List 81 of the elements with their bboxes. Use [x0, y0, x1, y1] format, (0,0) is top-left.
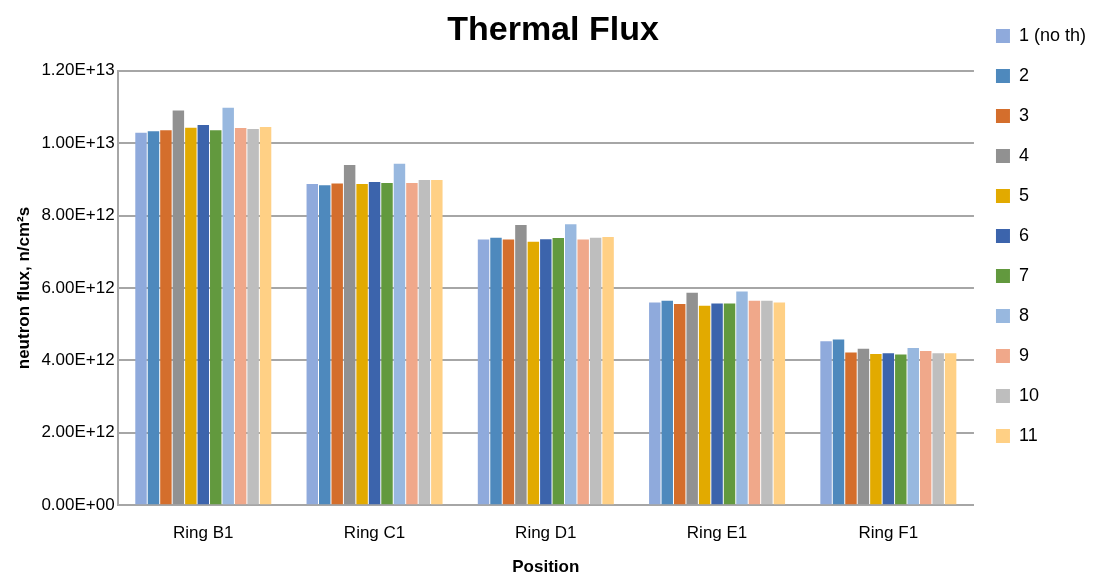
- bar: [944, 353, 957, 505]
- y-tick-label: 1.00E+13: [41, 132, 115, 152]
- bar: [247, 129, 259, 505]
- bar: [222, 107, 234, 505]
- bar: [673, 303, 686, 505]
- bar: [773, 302, 786, 505]
- legend-label: 6: [1018, 224, 1029, 245]
- bar: [723, 303, 736, 505]
- bar: [527, 241, 540, 505]
- x-tick-label: Ring C1: [343, 523, 406, 543]
- legend-label: 4: [1018, 144, 1029, 165]
- bar: [477, 239, 490, 505]
- bar: [919, 350, 932, 505]
- bar: [832, 339, 845, 505]
- bar: [135, 132, 147, 505]
- bar: [661, 300, 673, 505]
- bar: [234, 128, 247, 505]
- bar: [907, 348, 919, 505]
- bar: [319, 185, 331, 505]
- bar: [356, 184, 368, 505]
- x-axis-title: Position: [512, 557, 580, 577]
- bar: [577, 239, 589, 505]
- bar: [343, 164, 356, 505]
- y-tick-label: 1.20E+13: [41, 60, 115, 80]
- bar: [418, 180, 431, 505]
- bar: [857, 348, 870, 505]
- legend-label: 3: [1018, 104, 1029, 125]
- y-tick-label: 8.00E+12: [41, 205, 115, 225]
- bar: [565, 224, 577, 505]
- bar: [147, 131, 160, 505]
- bar: [431, 180, 443, 505]
- bar: [197, 125, 210, 505]
- bar: [761, 300, 773, 505]
- x-tick-label: Ring E1: [686, 523, 748, 543]
- bar: [185, 127, 197, 505]
- bar: [368, 181, 381, 505]
- y-tick-label: 6.00E+12: [41, 277, 115, 297]
- bar: [870, 353, 882, 505]
- bar: [552, 238, 564, 505]
- bar: [406, 183, 418, 505]
- bar: [686, 292, 698, 505]
- bar: [736, 291, 748, 505]
- bar: [602, 236, 614, 505]
- legend-label: 10: [1018, 384, 1039, 405]
- bar: [172, 110, 185, 505]
- y-tick-label: 2.00E+12: [41, 422, 115, 442]
- x-tick-label: Ring B1: [173, 523, 234, 543]
- legend-label: 9: [1018, 344, 1029, 365]
- legend-label: 2: [1018, 64, 1029, 85]
- bar: [932, 353, 944, 505]
- bar: [490, 237, 502, 505]
- bar: [589, 237, 602, 505]
- bar: [259, 126, 272, 505]
- bar: [502, 239, 515, 505]
- x-tick-label: Ring F1: [858, 523, 919, 543]
- x-tick-label: Ring D1: [515, 523, 577, 543]
- bar: [210, 130, 222, 505]
- bar: [845, 352, 857, 505]
- legend-label: 11: [1018, 424, 1038, 445]
- bar: [698, 305, 711, 505]
- bar: [895, 354, 907, 505]
- legend-label: 5: [1018, 184, 1029, 205]
- bar: [711, 303, 723, 505]
- bar: [515, 225, 527, 505]
- bar: [306, 184, 319, 505]
- bar: [381, 183, 393, 505]
- bar: [820, 341, 832, 505]
- bar: [540, 239, 552, 505]
- bar: [882, 353, 895, 505]
- y-tick-label: 0.00E+00: [41, 494, 115, 514]
- y-tick-label: 4.00E+12: [41, 350, 115, 370]
- chart-title: Thermal Flux: [447, 8, 659, 47]
- legend-label: 8: [1018, 304, 1029, 325]
- y-axis-title: neutron flux, n/cm²s: [13, 206, 33, 370]
- legend-label: 1 (no th): [1018, 24, 1087, 45]
- bar: [160, 130, 172, 505]
- bar: [649, 302, 661, 505]
- legend-label: 7: [1018, 264, 1029, 285]
- bar: [331, 183, 343, 505]
- bar: [748, 300, 761, 505]
- bar: [393, 163, 406, 505]
